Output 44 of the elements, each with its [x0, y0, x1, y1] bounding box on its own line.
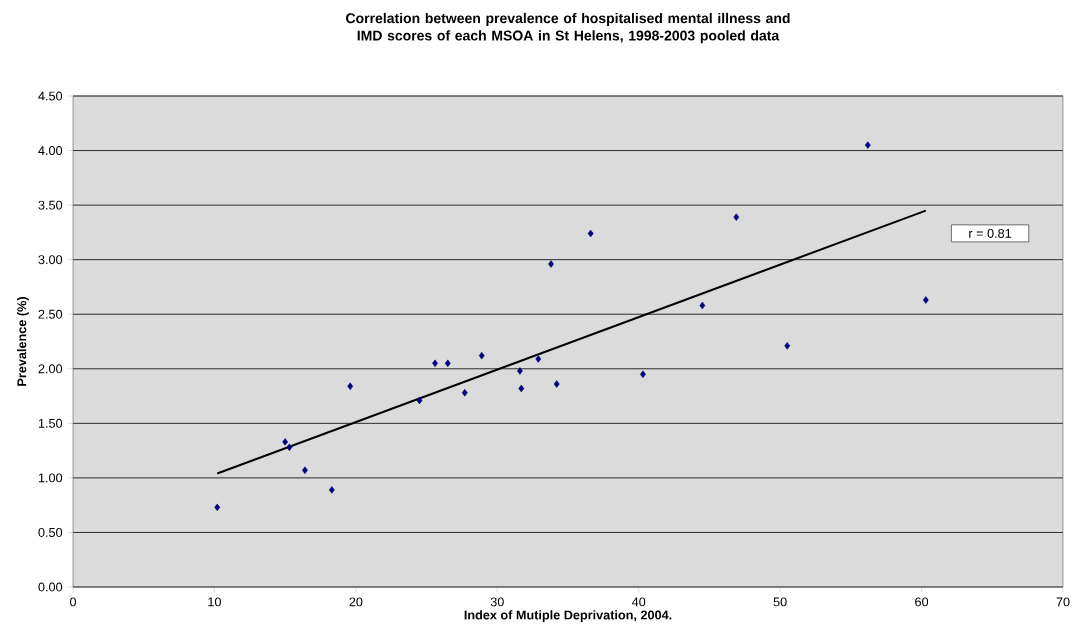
point [282, 438, 289, 446]
point [784, 342, 791, 350]
y-tick-label: 4.00 [38, 146, 63, 156]
point [444, 359, 451, 368]
point [302, 466, 308, 474]
point [214, 503, 221, 512]
x-tick-label: 20 [349, 597, 363, 607]
y-tick-label: 1.00 [38, 473, 63, 483]
y-tick-label: 1.50 [38, 418, 63, 428]
x-tick-label: 10 [208, 597, 221, 607]
point [518, 384, 525, 393]
x-axis-title: Index of Mutiple Deprivation, 2004. [464, 610, 672, 622]
y-tick-label: 0.50 [38, 527, 63, 537]
x-tick-label: 70 [1056, 597, 1070, 607]
point [587, 229, 594, 238]
point [461, 389, 468, 397]
x-tick-label: 60 [915, 597, 929, 607]
x-tick-label: 0 [69, 597, 77, 607]
point [864, 141, 871, 149]
point [640, 370, 646, 378]
y-tick-label: 0.00 [38, 582, 63, 592]
point [517, 367, 523, 375]
y-tick-label: 2.00 [38, 364, 63, 374]
y-tick-label: 2.50 [38, 309, 63, 319]
point [699, 301, 706, 310]
point [733, 213, 740, 221]
x-tick-label: 30 [490, 597, 504, 607]
y-tick-label: 3.00 [38, 255, 63, 265]
point [478, 351, 485, 360]
y-tick-label: 4.50 [38, 91, 63, 101]
point [535, 355, 542, 363]
x-tick-label: 40 [631, 597, 646, 607]
point [416, 396, 423, 405]
point [328, 486, 335, 494]
x-tick-label: 50 [773, 597, 787, 607]
point [548, 260, 554, 268]
point [922, 296, 929, 304]
y-axis-title: Prevalence (%) [16, 297, 29, 386]
point [553, 380, 560, 388]
annotation: r = 0.81 [969, 228, 1012, 238]
chart-title: Correlation between prevalence of hospitalised mental illness and IMD scores of each MSOA in St Helens, 1998-2003 pooled data [346, 12, 790, 44]
y-tick-label: 3.50 [38, 200, 63, 210]
point [286, 443, 293, 452]
point [347, 382, 354, 390]
